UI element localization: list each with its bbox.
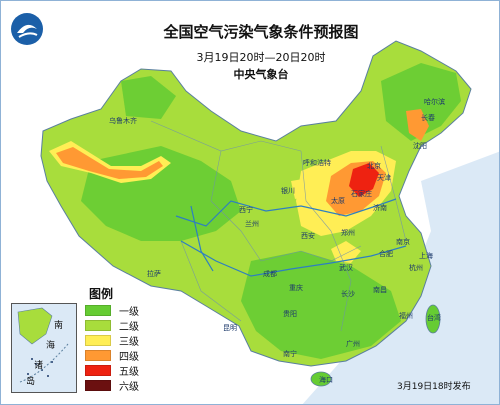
city-label: 杭州 [409,264,423,272]
city-label: 拉萨 [147,270,161,278]
legend-label: 五级 [119,367,139,378]
legend-item-level-1: 一级 [85,303,175,318]
inset-label: 岛 [26,377,36,387]
city-label: 福州 [399,312,413,320]
legend-item-level-2: 二级 [85,318,175,333]
city-label: 武汉 [339,264,353,272]
city-label: 沈阳 [413,142,427,150]
legend-label: 四级 [119,352,139,363]
city-label: 南京 [396,238,410,246]
legend-swatch [85,335,111,346]
city-label: 重庆 [289,284,303,292]
legend-swatch [85,380,111,391]
legend-item-level-4: 四级 [85,348,175,363]
city-label: 银川 [281,187,295,195]
legend-swatch [85,320,111,331]
legend-label: 六级 [119,382,139,393]
city-label: 济南 [373,204,387,212]
issuing-agency: 中央气象台 [233,68,289,81]
legend-label: 二级 [119,322,139,333]
city-label: 哈尔滨 [424,98,445,106]
legend: 图例 一级 二级 三级 四级 五级 六级 [85,285,175,397]
forecast-period: 3月19日20时—20日20时 [196,51,326,64]
legend-swatch [85,365,111,376]
legend-swatch [85,350,111,361]
city-label: 合肥 [379,250,393,258]
issue-time: 3月19日18时发布 [397,382,471,392]
legend-item-level-5: 五级 [85,363,175,378]
city-label: 南宁 [283,350,297,358]
city-label: 天津 [377,174,391,182]
inset-label: 海 [46,341,56,351]
city-label: 西宁 [239,206,253,214]
city-label: 海口 [319,376,333,384]
region-label: 台湾 [427,314,441,322]
city-label: 郑州 [341,229,355,237]
city-label: 昆明 [223,324,237,332]
inset-label: 诸 [34,361,44,371]
city-label: 西安 [301,232,315,240]
legend-swatch [85,305,111,316]
legend-label: 三级 [119,337,139,348]
legend-label: 一级 [119,307,139,318]
city-label: 长沙 [341,290,355,298]
city-label: 广州 [346,340,360,348]
city-label: 呼和浩特 [303,159,331,167]
city-label: 长春 [421,114,435,122]
legend-item-level-6: 六级 [85,378,175,393]
city-label: 乌鲁木齐 [109,117,137,125]
city-label: 贵阳 [283,310,297,318]
city-label: 南昌 [373,286,387,294]
city-label: 北京 [367,162,381,170]
city-label: 兰州 [245,220,259,228]
legend-title: 图例 [89,287,114,301]
city-label: 上海 [419,252,433,260]
map-title: 全国空气污染气象条件预报图 [163,23,359,41]
city-label: 石家庄 [351,190,372,198]
city-label: 成都 [263,270,277,278]
legend-item-level-3: 三级 [85,333,175,348]
cma-logo [9,11,45,47]
south-china-sea-inset: 南 海 诸 岛 [11,303,77,393]
inset-label: 南 [54,321,64,331]
city-label: 太原 [331,197,345,205]
